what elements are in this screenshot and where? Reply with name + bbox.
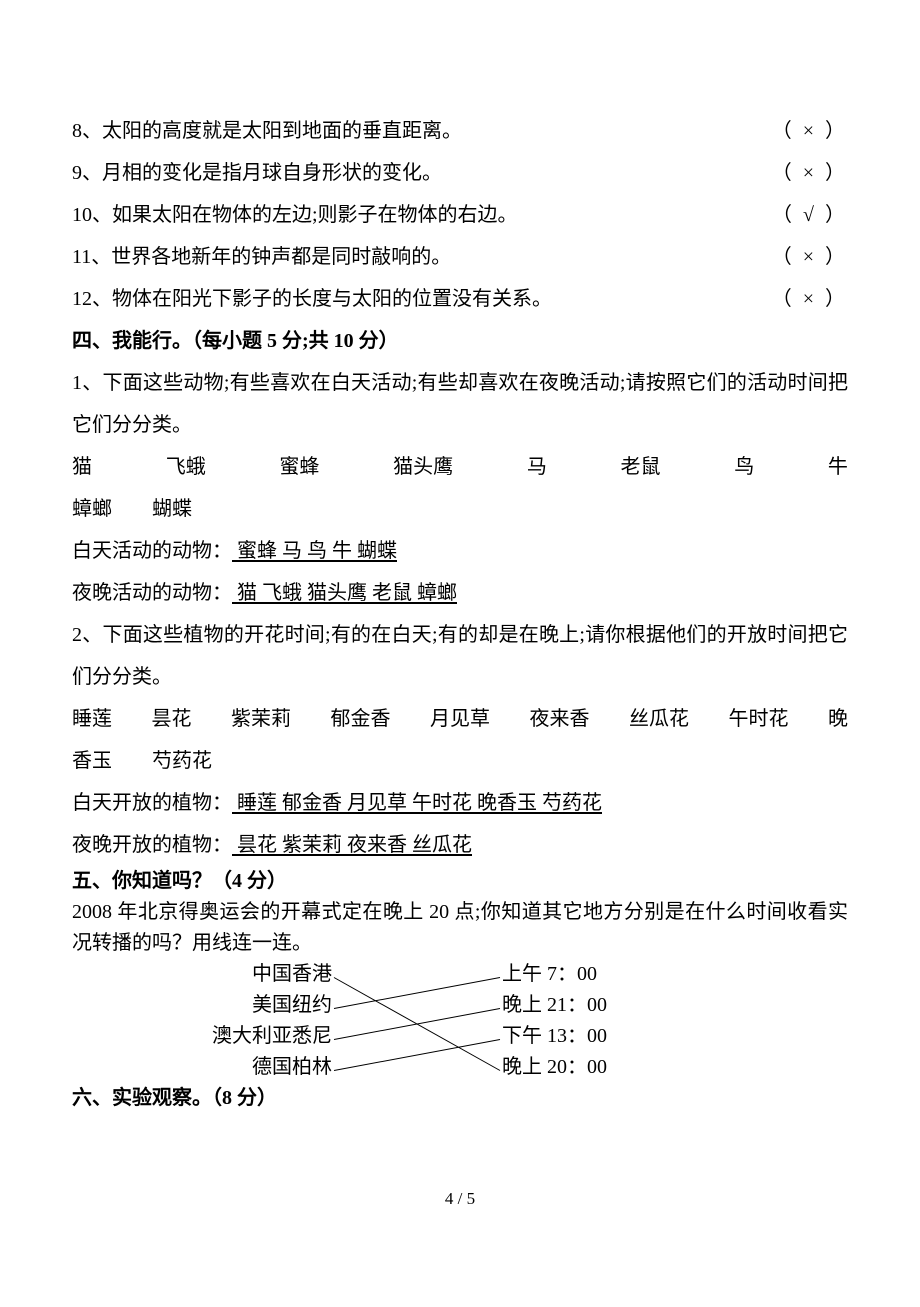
match-row: 美国纽约 晚上 21：00: [162, 990, 722, 1021]
match-left-item: 德国柏林: [162, 1052, 332, 1083]
animal-item: 牛: [828, 446, 848, 488]
judgment-text: 9、月相的变化是指月球自身形状的变化。: [72, 152, 772, 194]
judgment-mark: （ × ）: [772, 236, 848, 278]
match-left-item: 美国纽约: [162, 990, 332, 1021]
judgment-mark: （ √ ）: [772, 194, 848, 236]
animal-list-line2: 蟑螂 蝴蝶: [72, 488, 848, 530]
animal-item: 马: [527, 446, 547, 488]
judgment-text: 11、世界各地新年的钟声都是同时敲响的。: [72, 236, 772, 278]
match-diagram: 中国香港上午 7：00美国纽约晚上 21：00澳大利亚悉尼下午 13：00德国柏…: [162, 959, 722, 1083]
animal-item: 蝴蝶: [152, 498, 192, 520]
day-animals-answer: 蜜蜂 马 鸟 牛 蝴蝶: [232, 540, 397, 562]
section4-q1-prompt: 1、下面这些动物;有些喜欢在白天活动;有些却喜欢在夜晚活动;请按照它们的活动时间…: [72, 362, 848, 446]
night-animals-line: 夜晚活动的动物： 猫 飞蛾 猫头鹰 老鼠 蟑螂: [72, 572, 848, 614]
section5-block: 五、你知道吗？（4 分） 2008 年北京得奥运会的开幕式定在晚上 20 点;你…: [72, 866, 848, 1114]
match-row: 澳大利亚悉尼 下午 13：00: [162, 1021, 722, 1052]
judgment-text: 8、太阳的高度就是太阳到地面的垂直距离。: [72, 110, 772, 152]
plant-list-line2: 香玉 芍药花: [72, 740, 848, 782]
animal-item: 飞蛾: [166, 446, 206, 488]
section6-header: 六、实验观察。（8 分）: [72, 1083, 848, 1114]
match-right-item: 晚上 21：00: [502, 990, 722, 1021]
judgment-item: 10、如果太阳在物体的左边;则影子在物体的右边。 （ √ ）: [72, 194, 848, 236]
judgment-list: 8、太阳的高度就是太阳到地面的垂直距离。 （ × ） 9、月相的变化是指月球自身…: [72, 110, 848, 320]
animal-list-line1: 猫 飞蛾 蜜蜂 猫头鹰 马 老鼠 鸟 牛: [72, 446, 848, 488]
plant-item: 紫茉莉: [231, 698, 291, 740]
judgment-item: 12、物体在阳光下影子的长度与太阳的位置没有关系。 （ × ）: [72, 278, 848, 320]
plant-item: 芍药花: [152, 750, 212, 772]
animal-item: 蜜蜂: [279, 446, 319, 488]
plant-item: 睡莲: [72, 698, 112, 740]
judgment-text: 12、物体在阳光下影子的长度与太阳的位置没有关系。: [72, 278, 772, 320]
animal-item: 老鼠: [621, 446, 661, 488]
judgment-mark: （ × ）: [772, 110, 848, 152]
plant-item: 午时花: [729, 698, 789, 740]
judgment-item: 8、太阳的高度就是太阳到地面的垂直距离。 （ × ）: [72, 110, 848, 152]
animal-item: 蟑螂: [72, 498, 112, 520]
match-gap: [332, 990, 502, 1021]
day-animals-line: 白天活动的动物： 蜜蜂 马 鸟 牛 蝴蝶: [72, 530, 848, 572]
match-gap: [332, 959, 502, 990]
section5-prompt: 2008 年北京得奥运会的开幕式定在晚上 20 点;你知道其它地方分别是在什么时…: [72, 897, 848, 959]
animal-item: 猫头鹰: [393, 446, 453, 488]
plant-item: 夜来香: [530, 698, 590, 740]
match-row: 德国柏林 晚上 20：00: [162, 1052, 722, 1083]
day-plants-line: 白天开放的植物： 睡莲 郁金香 月见草 午时花 晚香玉 芍药花: [72, 782, 848, 824]
plant-item: 昙花: [152, 698, 192, 740]
night-plants-answer: 昙花 紫茉莉 夜来香 丝瓜花: [232, 834, 472, 856]
day-plants-answer: 睡莲 郁金香 月见草 午时花 晚香玉 芍药花: [232, 792, 602, 814]
q-num: 12、: [72, 288, 112, 310]
q-body: 如果太阳在物体的左边;则影子在物体的右边。: [112, 204, 518, 226]
day-animals-label: 白天活动的动物：: [72, 540, 232, 562]
match-left-item: 澳大利亚悉尼: [162, 1021, 332, 1052]
q-num: 8、: [72, 120, 102, 142]
section4-header: 四、我能行。（每小题 5 分;共 10 分）: [72, 320, 848, 362]
judgment-mark: （ × ）: [772, 278, 848, 320]
match-gap: [332, 1021, 502, 1052]
q-num: 11、: [72, 246, 111, 268]
judgment-mark: （ × ）: [772, 152, 848, 194]
match-row: 中国香港 上午 7：00: [162, 959, 722, 990]
page-number: 4 / 5: [0, 1181, 920, 1217]
match-gap: [332, 1052, 502, 1083]
section5-header: 五、你知道吗？（4 分）: [72, 866, 848, 897]
night-plants-label: 夜晚开放的植物：: [72, 834, 232, 856]
animal-item: 猫: [72, 446, 92, 488]
q-num: 10、: [72, 204, 112, 226]
night-animals-label: 夜晚活动的动物：: [72, 582, 232, 604]
match-right-item: 晚上 20：00: [502, 1052, 722, 1083]
q-body: 月相的变化是指月球自身形状的变化。: [102, 162, 442, 184]
match-left-item: 中国香港: [162, 959, 332, 990]
q-body: 太阳的高度就是太阳到地面的垂直距离。: [102, 120, 462, 142]
plant-item: 月见草: [430, 698, 490, 740]
plant-item: 丝瓜花: [629, 698, 689, 740]
night-plants-line: 夜晚开放的植物： 昙花 紫茉莉 夜来香 丝瓜花: [72, 824, 848, 866]
night-animals-answer: 猫 飞蛾 猫头鹰 老鼠 蟑螂: [232, 582, 457, 604]
plant-item: 晚: [828, 698, 848, 740]
judgment-item: 11、世界各地新年的钟声都是同时敲响的。 （ × ）: [72, 236, 848, 278]
plant-list-line1: 睡莲昙花紫茉莉郁金香月见草夜来香丝瓜花午时花晚: [72, 698, 848, 740]
q-num: 9、: [72, 162, 102, 184]
section4-q2-prompt: 2、下面这些植物的开花时间;有的在白天;有的却是在晚上;请你根据他们的开放时间把…: [72, 614, 848, 698]
plant-item: 郁金香: [331, 698, 391, 740]
day-plants-label: 白天开放的植物：: [72, 792, 232, 814]
q-body: 世界各地新年的钟声都是同时敲响的。: [111, 246, 451, 268]
animal-item: 鸟: [734, 446, 754, 488]
q-body: 物体在阳光下影子的长度与太阳的位置没有关系。: [112, 288, 552, 310]
match-right-item: 下午 13：00: [502, 1021, 722, 1052]
judgment-text: 10、如果太阳在物体的左边;则影子在物体的右边。: [72, 194, 772, 236]
plant-item: 香玉: [72, 750, 112, 772]
judgment-item: 9、月相的变化是指月球自身形状的变化。 （ × ）: [72, 152, 848, 194]
match-right-item: 上午 7：00: [502, 959, 722, 990]
